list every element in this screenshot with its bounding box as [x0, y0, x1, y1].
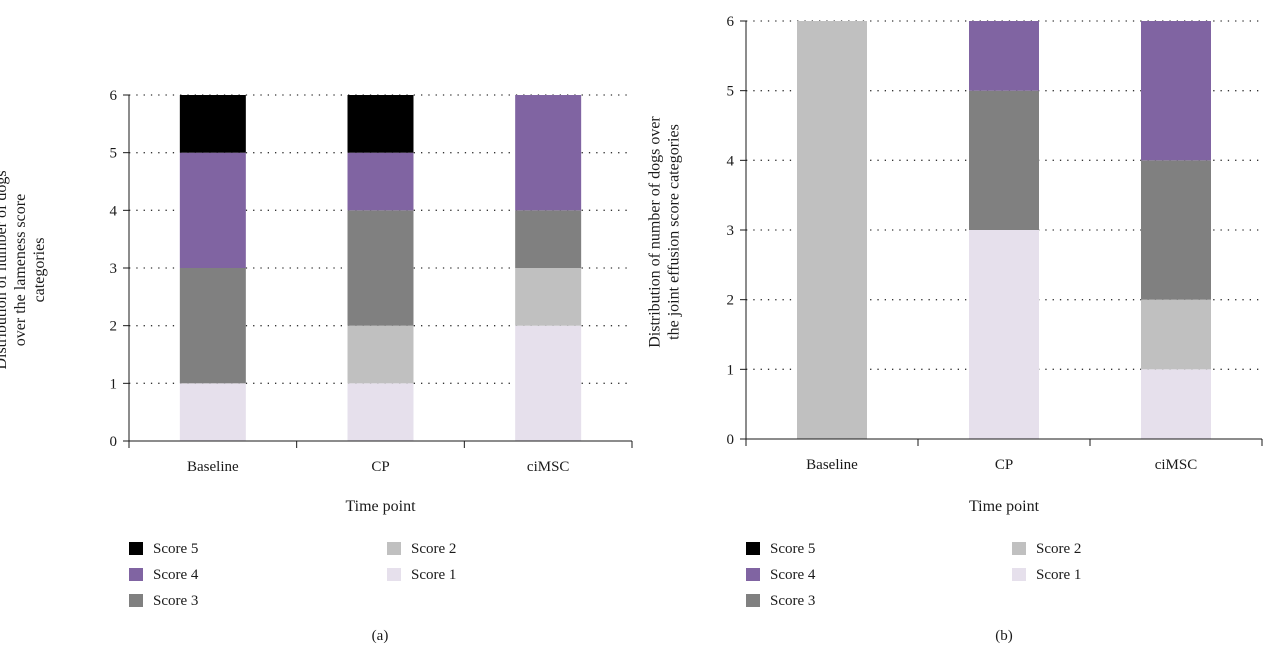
y-tick-label: 5: [727, 84, 735, 100]
bar-segment-baseline-score-4: [179, 152, 246, 268]
legend-label: Score 3: [153, 593, 198, 609]
legend-label: Score 3: [770, 593, 815, 609]
bar-segment-cp-score-1: [969, 230, 1039, 439]
y-tick-label: 6: [727, 14, 735, 30]
y-axis-title-line: Distribution of number of dogs over: [647, 116, 664, 348]
x-tick-label: Baseline: [806, 457, 858, 473]
bar-segment-cimsc-score-1: [1141, 369, 1211, 439]
y-tick-label: 4: [110, 203, 118, 219]
bar-segment-cp-score-3: [347, 210, 414, 326]
legend-label: Score 5: [770, 541, 815, 557]
bar-segment-cimsc-score-1: [515, 325, 582, 441]
legend-label: Score 1: [1036, 567, 1081, 583]
legend-swatch: [129, 542, 143, 555]
x-axis-title: Time point: [345, 498, 416, 515]
y-tick-label: 3: [110, 261, 118, 277]
legend-swatch: [746, 542, 760, 555]
bar-segment-baseline-score-1: [179, 383, 246, 441]
y-tick-label: 1: [110, 376, 118, 392]
legend-label: Score 2: [411, 541, 456, 557]
bar-segment-cp-score-3: [969, 90, 1039, 231]
legend-label: Score 1: [411, 567, 456, 583]
panel-label: (a): [372, 628, 389, 644]
x-tick-label: Baseline: [187, 459, 239, 475]
bar-segment-cimsc-score-2: [1141, 299, 1211, 370]
y-axis-title-line: the joint effusion score categories: [666, 124, 683, 340]
legend-label: Score 4: [770, 567, 816, 583]
bar-segment-cp-score-2: [347, 325, 414, 384]
bar-segment-cimsc-score-2: [515, 268, 582, 326]
legend-swatch: [387, 542, 401, 555]
chart-panel-b: 0 1 2 3 4 5 6 Baseline CP ciMSC Time point Distribu…: [647, 14, 1263, 644]
y-axis-title-line: over the lameness score: [12, 194, 29, 346]
y-tick-label: 2: [727, 293, 735, 309]
legend-swatch: [746, 594, 760, 607]
panel-label: (b): [995, 628, 1013, 644]
x-tick-label: CP: [371, 459, 389, 475]
bar-segment-baseline-score-5: [179, 95, 246, 153]
y-tick-label: 5: [110, 146, 118, 162]
legend-swatch: [129, 568, 143, 581]
legend-swatch: [746, 568, 760, 581]
y-axis-title: Distribution of number of dogsover the l…: [0, 170, 48, 369]
y-tick-label: 0: [110, 434, 118, 450]
chart-panel-a: 0 1 2 3 4 5 6 Baseline CP ciMSC Time point Distribu…: [0, 88, 633, 644]
x-tick-label: CP: [995, 457, 1013, 473]
y-tick-label: 6: [110, 88, 118, 104]
legend-label: Score 2: [1036, 541, 1081, 557]
legend-swatch: [1012, 542, 1026, 555]
x-axis-title: Time point: [969, 498, 1040, 515]
legend-label: Score 5: [153, 541, 198, 557]
x-tick-label: ciMSC: [1155, 457, 1198, 473]
y-tick-label: 4: [727, 153, 735, 169]
x-tick-label: ciMSC: [527, 459, 570, 475]
bar-segment-baseline-score-3: [179, 268, 246, 384]
y-tick-label: 0: [727, 432, 735, 448]
y-axis-title: Distribution of number of dogs over the j…: [647, 116, 683, 348]
bar-segment-cp-score-4: [347, 152, 414, 211]
legend-swatch: [1012, 568, 1026, 581]
bar-segment-cp-score-5: [347, 95, 414, 153]
y-axis-title-line: Distribution of number of dogs: [0, 170, 10, 369]
bar-segment-cimsc-score-3: [1141, 160, 1211, 300]
bar-segment-baseline-score-2: [797, 21, 867, 439]
y-tick-label: 3: [727, 223, 735, 239]
legend-swatch: [129, 594, 143, 607]
bar-segment-cp-score-1: [347, 383, 414, 441]
bar-segment-cimsc-score-3: [515, 210, 582, 268]
legend-label: Score 4: [153, 567, 199, 583]
y-tick-label: 1: [727, 362, 735, 378]
bar-segment-cimsc-score-4: [515, 95, 582, 211]
bar-segment-cp-score-4: [969, 21, 1039, 91]
legend-swatch: [387, 568, 401, 581]
y-axis-title-line: categories: [31, 238, 48, 303]
y-tick-label: 2: [110, 319, 118, 335]
bar-segment-cimsc-score-4: [1141, 21, 1211, 161]
